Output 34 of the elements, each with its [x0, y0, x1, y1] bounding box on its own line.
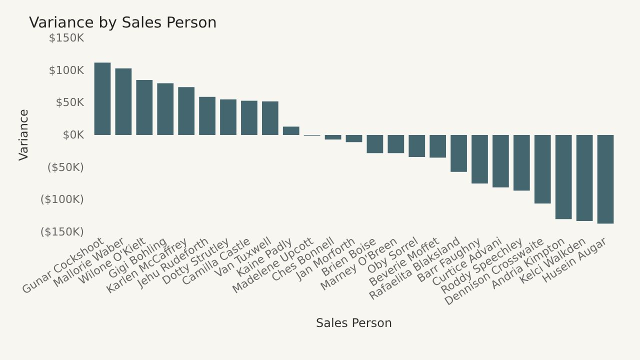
bar [94, 62, 111, 135]
y-tick-label: $0K [62, 128, 85, 142]
bar [178, 87, 194, 135]
bar [492, 135, 509, 188]
bar [408, 135, 426, 157]
bar [262, 101, 278, 135]
y-tick-label: ($50K) [47, 160, 84, 174]
bar [115, 68, 132, 135]
y-tick-label: ($150K) [40, 226, 84, 238]
y-axis-title: Variance [16, 109, 30, 161]
x-axis-title: Sales Person [316, 316, 392, 330]
bar [220, 99, 236, 135]
bar [576, 135, 593, 222]
bar [514, 135, 530, 191]
bar [324, 135, 342, 140]
y-tick-label: ($100K) [40, 193, 84, 206]
bar [366, 135, 384, 154]
bar [450, 135, 467, 172]
bar [199, 96, 216, 135]
bar [555, 135, 572, 220]
bar [430, 135, 446, 158]
bar [346, 135, 362, 142]
bar [597, 135, 614, 224]
chart-title: Variance by Sales Person [29, 14, 217, 32]
bar [136, 80, 153, 135]
bar [241, 100, 258, 135]
y-tick-label: $150K [48, 32, 85, 44]
y-tick-label: $50K [56, 96, 85, 110]
bar [157, 83, 174, 135]
y-tick-label: $100K [48, 64, 85, 77]
bar [534, 135, 551, 204]
bar [282, 126, 300, 135]
bar [472, 135, 488, 184]
bar [388, 135, 404, 154]
